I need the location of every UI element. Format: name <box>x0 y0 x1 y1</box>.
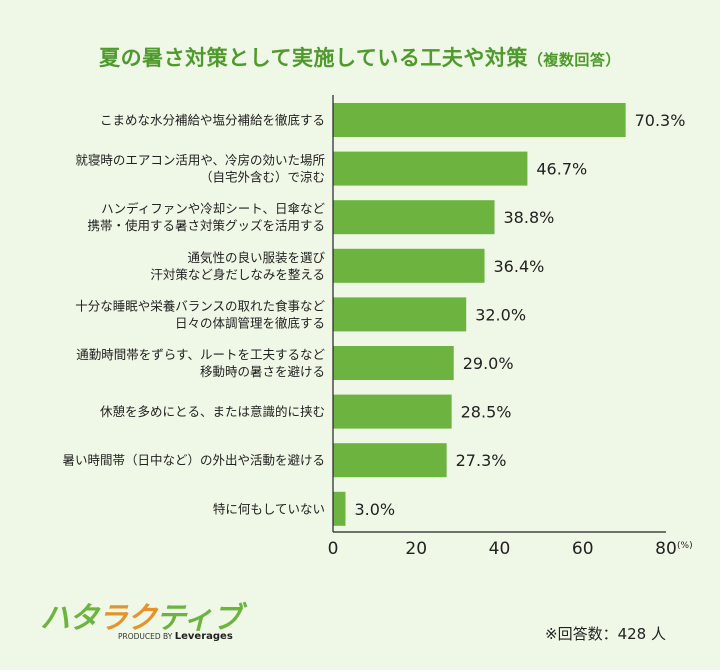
value-label: 28.5% <box>461 403 512 422</box>
category-label: こまめな水分補給や塩分補給を徹底する <box>100 113 325 128</box>
title-sub: （複数回答） <box>527 51 621 69</box>
value-label: 32.0% <box>475 305 526 324</box>
bar <box>333 297 467 332</box>
category-label: 特に何もしていない <box>213 501 325 516</box>
logo-char: ィ <box>183 601 213 636</box>
value-label: 38.8% <box>504 208 555 227</box>
value-label: 46.7% <box>536 160 587 179</box>
logo-char: ブ <box>212 601 242 636</box>
logo-char: タ <box>69 601 99 636</box>
logo-char: ク <box>127 601 157 636</box>
category-label: 通気性の良い服装を選び <box>187 250 325 265</box>
bar <box>333 346 454 380</box>
value-label: 29.0% <box>463 354 514 373</box>
logo-char: ラ <box>98 601 128 636</box>
logo-wordmark: ハタラクティブ <box>40 601 242 636</box>
title-main: 夏の暑さ対策として実施している工夫や対策 <box>99 46 528 70</box>
category-label: （自宅外含む）で涼む <box>200 170 325 185</box>
category-label: 暑い時間帯（日中など）の外出や活動を避ける <box>62 453 325 468</box>
logo-char: テ <box>156 601 184 636</box>
respondent-count-note: ※回答数：428 人 <box>545 625 666 643</box>
logo-char: ハ <box>40 601 70 636</box>
x-tick-label: 40 <box>489 539 511 559</box>
chart-title: 夏の暑さ対策として実施している工夫や対策（複数回答） <box>0 42 720 72</box>
category-label: 携帯・使用する暑さ対策グッズを活用する <box>87 218 325 233</box>
bar <box>333 491 346 526</box>
produced-by: PRODUCED BY Leverages <box>118 631 233 642</box>
category-label: 日々の体調管理を徹底する <box>175 315 325 330</box>
value-label: 3.0% <box>354 500 395 519</box>
category-label: 汗対策など身だしなみを整える <box>150 267 325 282</box>
category-label: 休憩を多めにとる、または意識的に挟む <box>100 404 325 419</box>
x-tick-label: 0 <box>328 539 339 559</box>
bar <box>333 248 485 283</box>
x-axis-unit: (%) <box>677 541 693 551</box>
value-label: 70.3% <box>635 111 686 130</box>
category-label: ハンディファンや冷却シート、日傘など <box>101 201 325 216</box>
brand-name: Leverages <box>174 631 233 642</box>
bar <box>333 103 626 137</box>
value-label: 36.4% <box>494 257 545 276</box>
category-label: 十分な睡眠や栄養バランスの取れた食事など <box>75 298 325 313</box>
category-label: 就寝時のエアコン活用や、冷房の効いた場所 <box>75 153 325 168</box>
value-label: 27.3% <box>456 451 507 470</box>
x-tick-label: 60 <box>572 539 594 559</box>
category-label: 通勤時間帯をずらす、ルートを工夫するなど <box>76 347 325 362</box>
bar <box>333 394 452 429</box>
bar <box>333 200 495 235</box>
bar <box>333 151 528 186</box>
bar <box>333 443 447 478</box>
category-label: 移動時の暑さを避ける <box>200 364 325 379</box>
produced-by-label: PRODUCED BY <box>118 632 173 641</box>
x-tick-label: 20 <box>405 539 427 559</box>
hataractive-logo: ハタラクティブ <box>40 593 242 637</box>
x-tick-label: 80 <box>655 539 677 559</box>
